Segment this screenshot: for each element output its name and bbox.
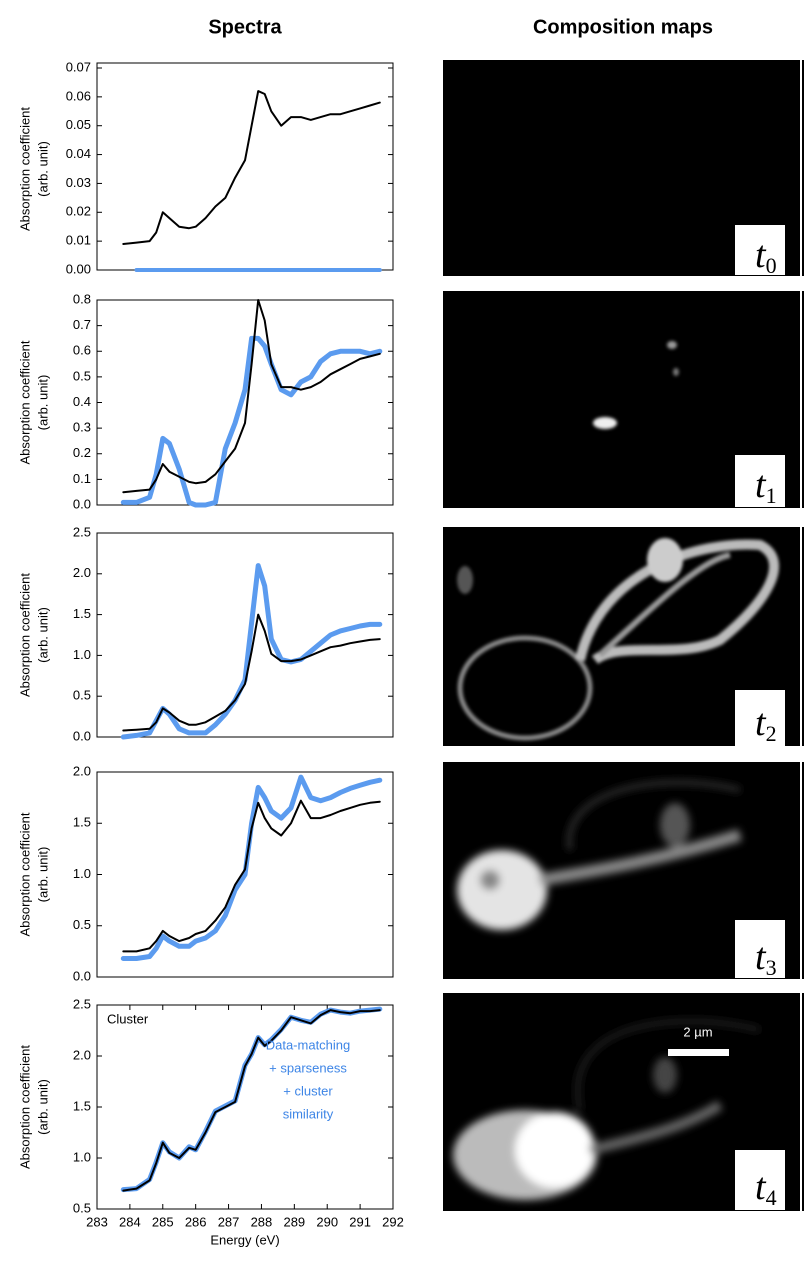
y-tick-label: 2.5 bbox=[73, 996, 91, 1011]
series-line bbox=[122, 299, 381, 494]
y-axis-label: (arb. unit) bbox=[35, 141, 50, 197]
series-line bbox=[120, 335, 383, 508]
y-tick-label: 0.04 bbox=[66, 146, 91, 161]
map: 2 µm t4 bbox=[443, 993, 804, 1211]
plot-frame bbox=[96, 299, 394, 506]
y-axis-label: (arb. unit) bbox=[35, 1079, 50, 1135]
y-tick-label: 1.5 bbox=[73, 606, 91, 621]
y-tick-label: 2.0 bbox=[73, 763, 91, 778]
plot-frame bbox=[96, 532, 394, 738]
x-tick-label: 286 bbox=[185, 1214, 207, 1229]
y-tick-label: 0.05 bbox=[66, 117, 91, 132]
y-tick-label: 2.5 bbox=[73, 524, 91, 539]
x-tick-label: 289 bbox=[283, 1214, 305, 1229]
series-line bbox=[122, 799, 381, 953]
y-tick-label: 1.5 bbox=[73, 815, 91, 830]
series-line bbox=[122, 90, 381, 245]
annotation: Data-matching bbox=[266, 1037, 351, 1052]
scale-bar-label: 2 µm bbox=[683, 1024, 712, 1039]
x-tick-label: 285 bbox=[152, 1214, 174, 1229]
y-tick-label: 0.1 bbox=[73, 471, 91, 486]
series-line bbox=[122, 1009, 381, 1192]
y-tick-label: 0.06 bbox=[66, 88, 91, 103]
y-axis-label: Absorption coefficient bbox=[17, 1045, 32, 1169]
map-label: t0 bbox=[755, 234, 777, 278]
y-axis-label: (arb. unit) bbox=[35, 847, 50, 903]
map: t3 bbox=[443, 762, 804, 980]
x-axis-label: Energy (eV) bbox=[210, 1232, 279, 1247]
y-tick-label: 0.3 bbox=[73, 420, 91, 435]
annotation: + sparseness bbox=[269, 1060, 347, 1075]
y-tick-label: 1.0 bbox=[73, 866, 91, 881]
y-tick-label: 2.0 bbox=[73, 565, 91, 580]
y-tick-label: 0.5 bbox=[73, 688, 91, 703]
plot-frame bbox=[96, 1004, 394, 1210]
y-tick-label: 0.5 bbox=[73, 917, 91, 932]
map: t2 bbox=[443, 527, 804, 746]
y-tick-label: 0.0 bbox=[73, 496, 91, 511]
x-tick-label: 290 bbox=[316, 1214, 338, 1229]
y-tick-label: 0.6 bbox=[73, 343, 91, 358]
map-label: t1 bbox=[755, 464, 777, 508]
y-axis-label: Absorption coefficient bbox=[17, 812, 32, 936]
y-tick-label: 0.0 bbox=[73, 728, 91, 743]
series-line bbox=[122, 613, 381, 732]
y-tick-label: 0.4 bbox=[73, 394, 91, 409]
map: t0 bbox=[443, 60, 804, 278]
y-tick-label: 0.5 bbox=[73, 368, 91, 383]
y-tick-label: 1.5 bbox=[73, 1098, 91, 1113]
column-header: Spectra bbox=[208, 16, 282, 38]
y-axis-label: Absorption coefficient bbox=[17, 340, 32, 464]
y-tick-label: 0.07 bbox=[66, 59, 91, 74]
annotation: similarity bbox=[283, 1106, 334, 1121]
y-tick-label: 0.03 bbox=[66, 175, 91, 190]
annotation: Cluster bbox=[107, 1011, 149, 1026]
y-tick-label: 0.0 bbox=[73, 968, 91, 983]
y-axis-label: Absorption coefficient bbox=[17, 107, 32, 231]
y-tick-label: 0.7 bbox=[73, 317, 91, 332]
y-tick-label: 0.2 bbox=[73, 445, 91, 460]
y-axis-label: (arb. unit) bbox=[35, 375, 50, 431]
x-tick-label: 284 bbox=[119, 1214, 141, 1229]
plot-frame bbox=[96, 62, 394, 271]
y-tick-label: 0.00 bbox=[66, 261, 91, 276]
annotation: + cluster bbox=[283, 1083, 333, 1098]
map-label: t2 bbox=[755, 702, 777, 746]
series-line bbox=[120, 1006, 383, 1193]
x-tick-label: 292 bbox=[382, 1214, 404, 1229]
y-axis-label: (arb. unit) bbox=[35, 607, 50, 663]
x-tick-label: 288 bbox=[251, 1214, 273, 1229]
map: t1 bbox=[443, 291, 804, 508]
y-axis-label: Absorption coefficient bbox=[17, 573, 32, 697]
series-line bbox=[120, 774, 383, 961]
x-tick-label: 283 bbox=[86, 1214, 108, 1229]
y-tick-label: 1.0 bbox=[73, 647, 91, 662]
map-label: t3 bbox=[755, 936, 777, 980]
y-tick-label: 0.8 bbox=[73, 291, 91, 306]
y-tick-label: 0.01 bbox=[66, 233, 91, 248]
column-header: Composition maps bbox=[533, 16, 713, 38]
y-tick-label: 0.5 bbox=[73, 1200, 91, 1215]
x-tick-label: 291 bbox=[349, 1214, 371, 1229]
y-tick-label: 2.0 bbox=[73, 1047, 91, 1062]
y-tick-label: 0.02 bbox=[66, 204, 91, 219]
y-tick-label: 1.0 bbox=[73, 1149, 91, 1164]
x-tick-label: 287 bbox=[218, 1214, 240, 1229]
map-label: t4 bbox=[755, 1166, 777, 1210]
